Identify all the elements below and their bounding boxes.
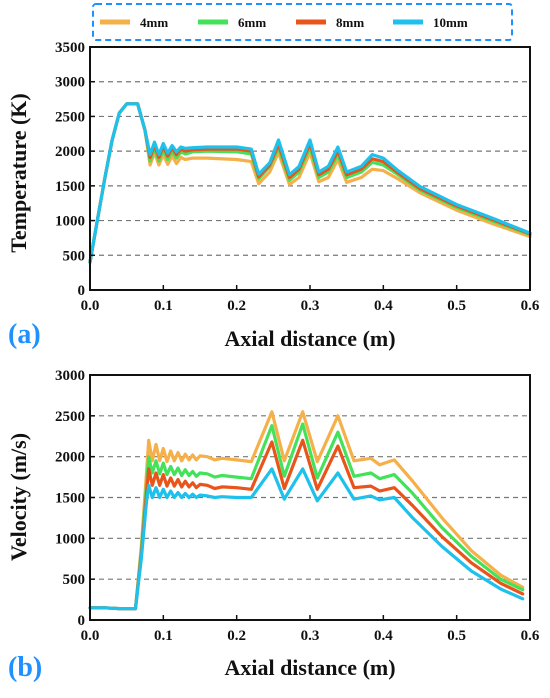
panel-label: (b) (8, 652, 42, 683)
legend: 4mm 6mm 8mm 10mm (92, 3, 513, 41)
y-tick-label: 1500 (55, 491, 85, 507)
legend-frame (92, 3, 513, 41)
x-tick-label: 0.3 (301, 298, 320, 314)
panel-label: (a) (8, 319, 41, 350)
x-tick-labels: 0.0 0.1 0.2 0.3 0.4 0.5 0.6 (81, 285, 540, 314)
x-tick-label: 0.3 (301, 628, 320, 644)
y-tick-labels: 0 500 1000 1500 2000 2500 3000 (55, 368, 95, 629)
y-tick-label: 1000 (55, 531, 85, 547)
series-line-10mm (88, 102, 532, 264)
legend-label-10mm: 10mm (433, 15, 468, 30)
y-tick-label: 2500 (55, 409, 85, 425)
grid-lines (90, 81, 530, 256)
series-line-8mm (88, 102, 532, 264)
legend-label-8mm: 8mm (336, 15, 364, 30)
x-tick-label: 0.4 (374, 298, 393, 314)
legend-label-6mm: 6mm (238, 15, 266, 30)
x-tick-label: 0.2 (227, 298, 246, 314)
y-tick-label: 2500 (55, 109, 85, 125)
y-tick-label: 2000 (55, 144, 85, 160)
y-tick-label: 500 (63, 572, 86, 588)
y-tick-label: 500 (63, 248, 86, 264)
x-tick-label: 0.0 (81, 298, 100, 314)
legend-label-4mm: 4mm (140, 15, 168, 30)
y-tick-label: 3000 (55, 75, 85, 91)
y-axis-label: Temperature (K) (6, 93, 31, 252)
x-tick-label: 0.2 (227, 628, 246, 644)
x-tick-label: 0.4 (374, 628, 393, 644)
x-tick-label: 0.1 (154, 298, 173, 314)
series-line-6mm (88, 102, 532, 264)
x-tick-label: 0.5 (447, 298, 466, 314)
y-tick-label: 0 (78, 613, 86, 629)
series-line-4mm (88, 102, 532, 264)
plot-frame (89, 46, 531, 291)
series-lines (88, 102, 532, 264)
y-tick-label: 3500 (55, 40, 85, 56)
x-tick-label: 0.1 (154, 628, 173, 644)
x-tick-label: 0.0 (81, 628, 100, 644)
y-tick-labels: 0 500 1000 1500 2000 2500 3000 3500 (55, 40, 95, 299)
x-tick-label: 0.5 (447, 628, 466, 644)
y-axis-label: Velocity (m/s) (6, 433, 31, 561)
y-tick-label: 3000 (55, 368, 85, 384)
y-tick-label: 2000 (55, 450, 85, 466)
series-lines (88, 410, 525, 611)
y-tick-label: 1500 (55, 179, 85, 195)
x-axis-label: Axial distance (m) (224, 326, 395, 351)
velocity-chart: 0 500 1000 1500 2000 2500 3000 0.0 0.1 0.2 0.3 0.4… (6, 368, 540, 683)
x-tick-label: 0.6 (521, 298, 540, 314)
x-axis-label: Axial distance (m) (224, 655, 395, 680)
x-tick-label: 0.6 (521, 628, 540, 644)
y-tick-label: 1000 (55, 214, 85, 230)
y-tick-label: 0 (78, 283, 86, 299)
series-line-10mm (88, 467, 525, 611)
x-tick-labels: 0.0 0.1 0.2 0.3 0.4 0.5 0.6 (81, 615, 540, 644)
